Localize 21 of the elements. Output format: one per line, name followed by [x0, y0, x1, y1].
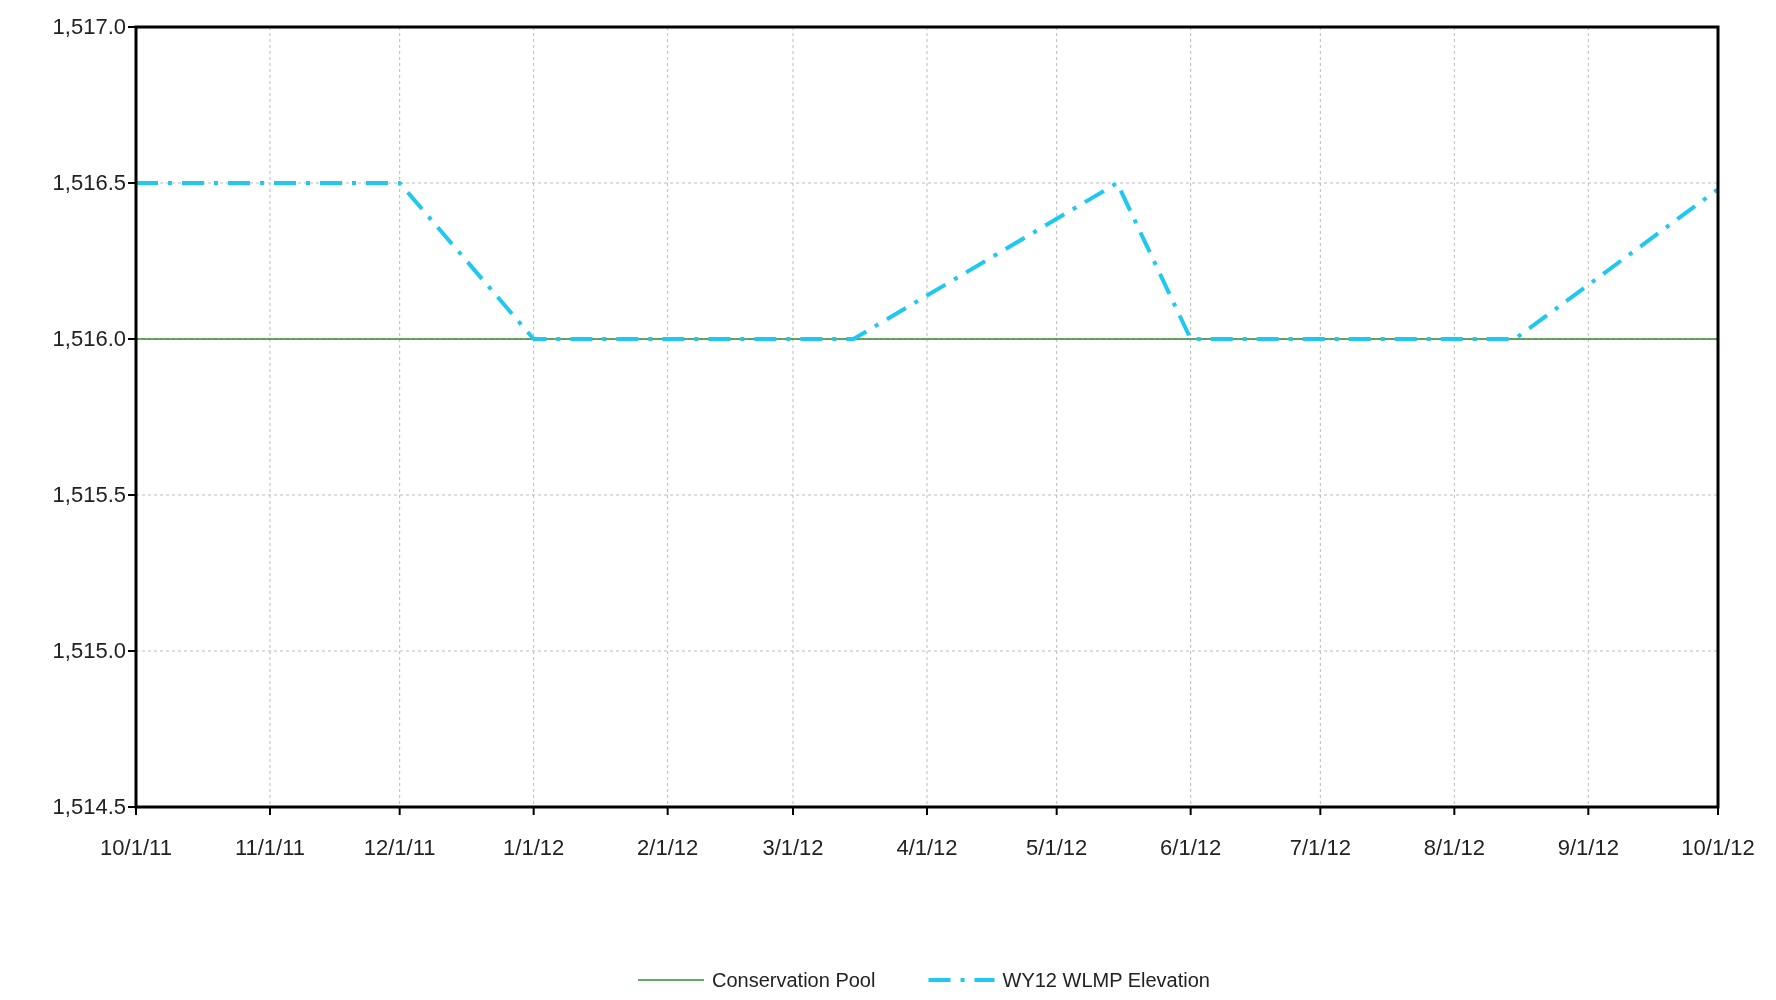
y-tick-label: 1,515.5: [52, 482, 126, 507]
x-tick-label: 1/1/12: [503, 835, 565, 860]
x-tick-label: 10/1/11: [100, 835, 172, 860]
y-tick-label: 1,514.5: [52, 794, 126, 819]
y-tick-label: 1,516.0: [52, 326, 126, 351]
x-tick-label: 8/1/12: [1423, 835, 1485, 860]
x-tick-label: 6/1/12: [1160, 835, 1222, 860]
y-tick-label: 1,517.0: [52, 14, 126, 39]
x-tick-label: 5/1/12: [1026, 835, 1088, 860]
x-tick-label: 3/1/12: [762, 835, 824, 860]
y-tick-label: 1,515.0: [52, 638, 126, 663]
x-tick-label: 10/1/12: [1681, 835, 1755, 860]
x-tick-label: 11/1/11: [234, 835, 306, 860]
x-tick-label: 2/1/12: [637, 835, 699, 860]
legend-label: WY12 WLMP Elevation: [1002, 969, 1210, 991]
y-tick-label: 1,516.5: [52, 170, 126, 195]
x-tick-label: 4/1/12: [896, 835, 958, 860]
legend-label: Conservation Pool: [712, 969, 876, 991]
x-tick-label: 12/1/11: [363, 835, 436, 860]
x-tick-label: 7/1/12: [1289, 835, 1351, 860]
x-tick-label: 9/1/12: [1557, 835, 1619, 860]
